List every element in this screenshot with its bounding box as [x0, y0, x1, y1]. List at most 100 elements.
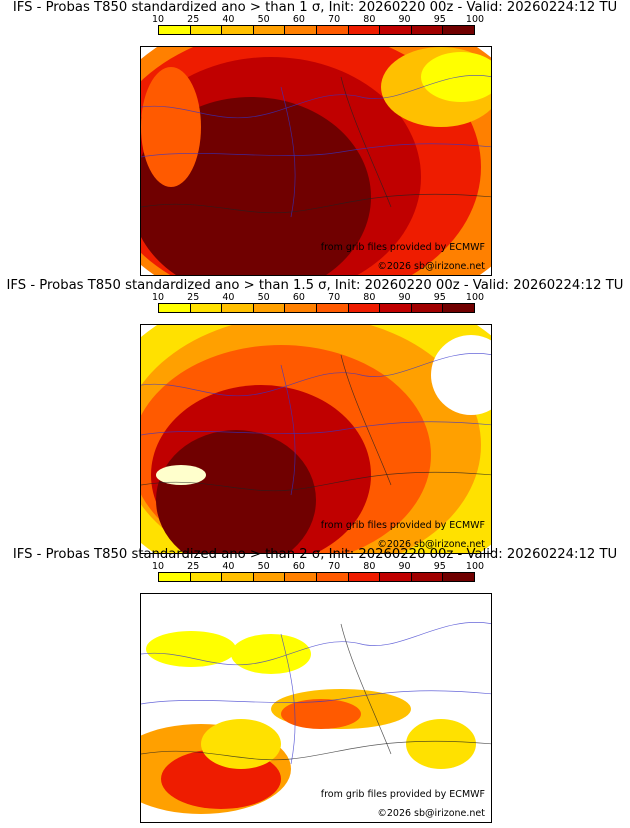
colorbar-tick-label: 80 [363, 292, 376, 303]
river-line [141, 75, 491, 119]
credit-source: from grib files provided by ECMWF [320, 789, 485, 800]
credit-source: from grib files provided by ECMWF [320, 242, 485, 253]
colorbar-tick-label: 70 [328, 561, 341, 572]
map-graphic [141, 47, 491, 275]
probability-area [231, 634, 311, 674]
colorbar-segment [442, 573, 474, 581]
colorbar-tick-label: 50 [257, 14, 270, 25]
colorbar-segment [189, 573, 222, 581]
probability-area [281, 699, 361, 729]
colorbar-segment [347, 573, 380, 581]
colorbar-tick-label: 70 [328, 14, 341, 25]
colorbar-segment [379, 573, 411, 581]
probability-map: from grib files provided by ECMWF ©2026 … [140, 593, 492, 823]
colorbar-segment [315, 26, 348, 34]
river-line [141, 353, 491, 397]
colorbar-ticks: 10 25 40 50 60 70 80 90 95 100 [0, 561, 630, 572]
colorbar-segment [379, 304, 411, 312]
colorbar-segment [189, 304, 222, 312]
panel-title: IFS - Probas T850 standardized ano > tha… [6, 278, 624, 293]
colorbar-segment [347, 26, 380, 34]
border-line [141, 193, 491, 214]
colorbar-tick-label: 70 [328, 292, 341, 303]
colorbar-segment [221, 26, 253, 34]
colorbar-segment [410, 304, 443, 312]
colorbar-segment [252, 26, 285, 34]
probability-area [201, 719, 281, 769]
colorbar-tick-label: 25 [187, 14, 200, 25]
colorbar-segment [315, 573, 348, 581]
river-line [280, 364, 296, 496]
colorbar-tick-label: 90 [398, 561, 411, 572]
map-panel-2: IFS - Probas T850 standardized ano > tha… [0, 278, 630, 554]
colorbar-segment [159, 304, 190, 312]
credit-copyright: ©2026 sb@irizone.net [377, 261, 485, 272]
colorbar-tick-label: 90 [398, 14, 411, 25]
colorbar-segment [252, 573, 285, 581]
colorbar-segment [221, 304, 253, 312]
border-line [141, 740, 491, 761]
colorbar-segment [252, 304, 285, 312]
colorbar-tick-label: 40 [222, 14, 235, 25]
probability-area [146, 631, 236, 667]
colorbar-segment [347, 304, 380, 312]
panel-title: IFS - Probas T850 standardized ano > tha… [12, 0, 618, 15]
border-line [141, 471, 491, 492]
map-panel-3: IFS - Probas T850 standardized ano > tha… [0, 547, 630, 823]
colorbar-tick-label: 95 [433, 292, 446, 303]
colorbar-tick-label: 100 [465, 561, 485, 572]
credit-source: from grib files provided by ECMWF [320, 520, 485, 531]
colorbar-segment [284, 304, 316, 312]
colorbar-segment [159, 26, 190, 34]
map-graphic [141, 594, 491, 822]
colorbar-tick-label: 60 [292, 561, 305, 572]
colorbar-tick-label: 100 [465, 292, 485, 303]
credit-copyright: ©2026 sb@irizone.net [377, 808, 485, 819]
colorbar-segment [379, 26, 411, 34]
colorbar-tick-label: 50 [257, 292, 270, 303]
colorbar-ticks: 10 25 40 50 60 70 80 90 95 100 [0, 292, 630, 303]
river-line [141, 143, 491, 158]
colorbar-tick-label: 40 [222, 292, 235, 303]
border-line [340, 76, 392, 208]
panel-title: IFS - Probas T850 standardized ano > tha… [12, 547, 618, 562]
map-panel-1: IFS - Probas T850 standardized ano > tha… [0, 0, 630, 276]
colorbar-tick-label: 10 [151, 14, 165, 25]
colorbar-tick-label: 50 [257, 561, 270, 572]
border-line [340, 354, 392, 486]
colorbar [158, 25, 475, 35]
colorbar-tick-label: 60 [292, 292, 305, 303]
river-line [280, 86, 296, 218]
map-graphic [141, 325, 491, 553]
colorbar-segment [315, 304, 348, 312]
colorbar-segment [442, 26, 474, 34]
colorbar-ticks: 10 25 40 50 60 70 80 90 95 100 [0, 14, 630, 25]
colorbar-tick-label: 95 [433, 14, 446, 25]
colorbar-segment [442, 304, 474, 312]
probability-area [156, 465, 206, 485]
colorbar-tick-label: 80 [363, 14, 376, 25]
colorbar [158, 303, 475, 313]
colorbar-tick-label: 40 [222, 561, 235, 572]
colorbar-tick-label: 25 [187, 292, 200, 303]
colorbar-segment [284, 573, 316, 581]
colorbar-tick-label: 10 [151, 292, 165, 303]
probability-area [406, 719, 476, 769]
colorbar-tick-label: 90 [398, 292, 411, 303]
colorbar [158, 572, 475, 582]
colorbar-segment [189, 26, 222, 34]
colorbar-tick-label: 60 [292, 14, 305, 25]
colorbar-tick-label: 95 [433, 561, 446, 572]
colorbar-segment [410, 26, 443, 34]
colorbar-tick-label: 10 [151, 561, 165, 572]
probability-area [141, 67, 201, 187]
river-line [280, 633, 296, 765]
colorbar-segment [410, 573, 443, 581]
river-line [141, 622, 491, 666]
probability-area [431, 335, 491, 415]
colorbar-tick-label: 25 [187, 561, 200, 572]
colorbar-segment [284, 26, 316, 34]
colorbar-tick-label: 80 [363, 561, 376, 572]
probability-map: from grib files provided by ECMWF ©2026 … [140, 324, 492, 554]
probability-map: from grib files provided by ECMWF ©2026 … [140, 46, 492, 276]
